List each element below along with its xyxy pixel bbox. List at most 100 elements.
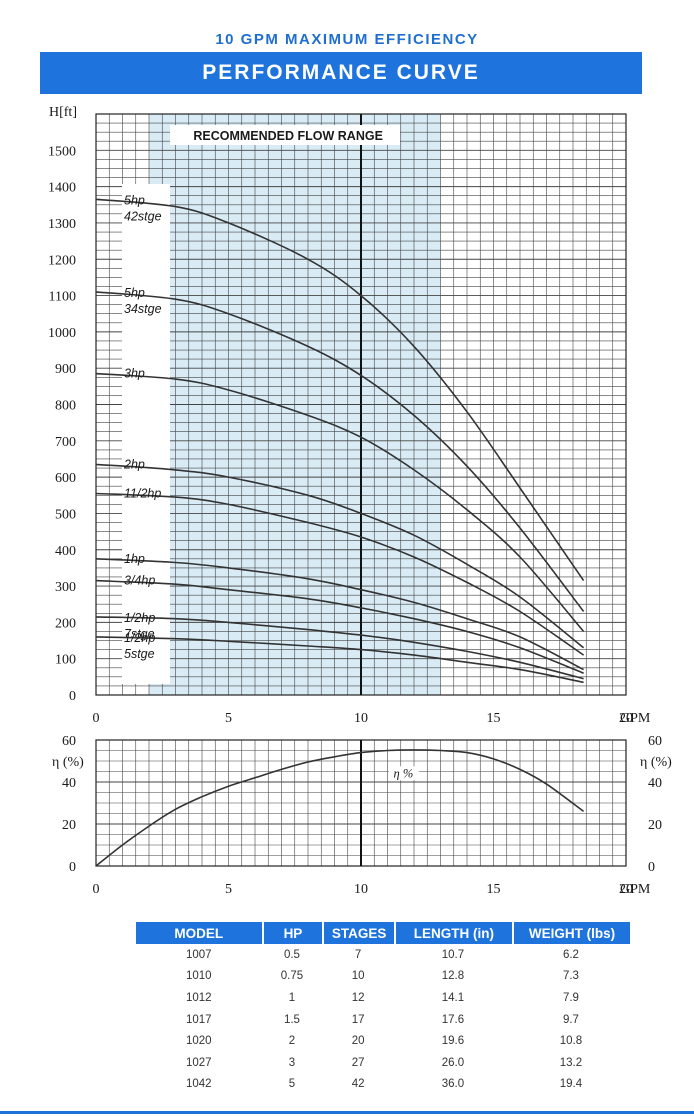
- x-tick-label: 20: [619, 711, 633, 726]
- series-label: 3hp: [124, 367, 145, 381]
- col-header-weight: WEIGHT (lbs): [511, 922, 630, 944]
- series-label: 1hp: [124, 552, 145, 566]
- y-tick-label: 200: [55, 616, 76, 631]
- cell-model: 1012: [185, 991, 212, 1004]
- series-line: [95, 463, 585, 649]
- series-label: 11/2hp: [124, 486, 161, 500]
- cell-stages: 27: [351, 1056, 365, 1069]
- series-line: [95, 291, 585, 612]
- cell-stages: 20: [351, 1035, 365, 1048]
- performance-curve-chart: RECOMMENDED FLOW RANGE010020030040050060…: [48, 105, 672, 897]
- series-line: [95, 492, 585, 656]
- cell-stages: 10: [351, 970, 365, 983]
- y-axis-label: η (%): [52, 755, 84, 770]
- page-title: PERFORMANCE CURVE: [202, 61, 480, 84]
- series-label: 3/4hp: [124, 574, 155, 588]
- y-tick-label: 1100: [49, 290, 76, 305]
- cell-hp: 2: [288, 1035, 296, 1048]
- y-tick-label-right: 60: [648, 734, 662, 749]
- cell-stages: 7: [354, 948, 362, 961]
- table-row: 1012 1 12 14.1 7.9: [136, 987, 630, 1009]
- series-line: [95, 579, 584, 674]
- x-axis-label: GPM: [620, 711, 651, 726]
- cell-weight: 6.2: [562, 948, 579, 961]
- x-tick-label: 20: [619, 882, 633, 897]
- cell-stages: 17: [351, 1013, 365, 1026]
- x-tick-label: 15: [487, 711, 501, 726]
- title-banner: PERFORMANCE CURVE: [40, 52, 642, 94]
- x-axis-label: GPM: [620, 882, 651, 897]
- x-tick-label: 0: [93, 711, 100, 726]
- table-header-row: MODEL HP STAGES LENGTH (in) WEIGHT (lbs): [136, 922, 630, 944]
- series-line: [95, 636, 584, 684]
- cell-length: 26.0: [441, 1056, 465, 1069]
- series-label: 1/2hp: [124, 611, 155, 625]
- series-label-background: [388, 766, 419, 781]
- y-tick-label: 40: [62, 776, 76, 791]
- cell-model: 1042: [185, 1078, 212, 1091]
- y-tick-label: 700: [55, 435, 76, 450]
- y-tick-label: 300: [55, 580, 76, 595]
- x-tick-label: 5: [225, 882, 232, 897]
- x-tick-label: 5: [225, 711, 232, 726]
- series-line: [95, 616, 584, 680]
- cell-stages: 12: [351, 991, 365, 1004]
- col-header-hp: HP: [261, 922, 323, 944]
- x-tick-label: 15: [487, 882, 501, 897]
- y-tick-label: 0: [69, 689, 76, 704]
- cell-weight: 19.4: [559, 1078, 583, 1091]
- series-label: 2hp: [123, 457, 145, 471]
- label-column-background: [122, 184, 170, 684]
- x-tick-label: 0: [93, 882, 100, 897]
- cell-hp: 0.75: [280, 970, 304, 983]
- y-tick-label: 1300: [48, 217, 76, 232]
- cell-weight: 13.2: [559, 1056, 583, 1069]
- col-header-model: MODEL: [136, 922, 262, 944]
- cell-stages: 42: [351, 1078, 365, 1091]
- series-label: 34stge: [124, 302, 162, 316]
- table-row: 1042 5 42 36.0 19.4: [136, 1074, 630, 1096]
- y-tick-label: 1000: [48, 326, 76, 341]
- cell-model: 1010: [185, 970, 212, 983]
- cell-weight: 9.7: [562, 1013, 579, 1026]
- y-axis-label: H[ft]: [49, 105, 77, 120]
- table-row: 1010 0.75 10 12.8 7.3: [136, 966, 630, 988]
- cell-weight: 7.3: [562, 970, 579, 983]
- y-tick-label: 800: [55, 399, 76, 414]
- cell-length: 12.8: [441, 970, 465, 983]
- cell-weight: 10.8: [559, 1035, 583, 1048]
- y-tick-label: 1200: [48, 253, 76, 268]
- cell-length: 19.6: [441, 1035, 465, 1048]
- series-label: 5hp: [124, 193, 145, 207]
- y-tick-label: 0: [69, 860, 76, 875]
- y-tick-label-right: 0: [648, 860, 655, 875]
- series-label: 1/2hp: [124, 631, 155, 645]
- y-tick-label: 100: [55, 653, 76, 668]
- cell-hp: 3: [288, 1056, 296, 1069]
- series-line: [95, 198, 585, 582]
- cell-model: 1007: [185, 948, 212, 961]
- table-row: 1020 2 20 19.6 10.8: [136, 1030, 630, 1052]
- cell-hp: 1.5: [283, 1013, 300, 1026]
- y-tick-label-right: 40: [648, 776, 662, 791]
- efficiency-grid: [96, 740, 626, 866]
- y-tick-label: 1500: [48, 144, 76, 159]
- x-tick-label: 10: [354, 882, 368, 897]
- y-tick-label: 1400: [48, 181, 76, 196]
- cell-hp: 5: [288, 1078, 296, 1091]
- cell-length: 14.1: [441, 991, 465, 1004]
- chart-subtitle: 10 GPM MAXIMUM EFFICIENCY: [215, 31, 479, 48]
- y-tick-label: 500: [55, 507, 76, 522]
- series-line: [95, 558, 584, 671]
- cell-hp: 1: [288, 991, 296, 1004]
- series-label: 5stge: [124, 647, 155, 661]
- cell-model: 1027: [185, 1056, 212, 1069]
- series-line: [95, 749, 585, 867]
- table-row: 1027 3 27 26.0 13.2: [136, 1052, 630, 1074]
- y-tick-label: 20: [62, 818, 76, 833]
- cell-model: 1020: [185, 1035, 212, 1048]
- y-tick-label-right: 20: [648, 818, 662, 833]
- cell-hp: 0.5: [283, 948, 300, 961]
- table-row: 1007 0.5 7 10.7 6.2: [136, 944, 630, 966]
- y-tick-label: 60: [62, 734, 76, 749]
